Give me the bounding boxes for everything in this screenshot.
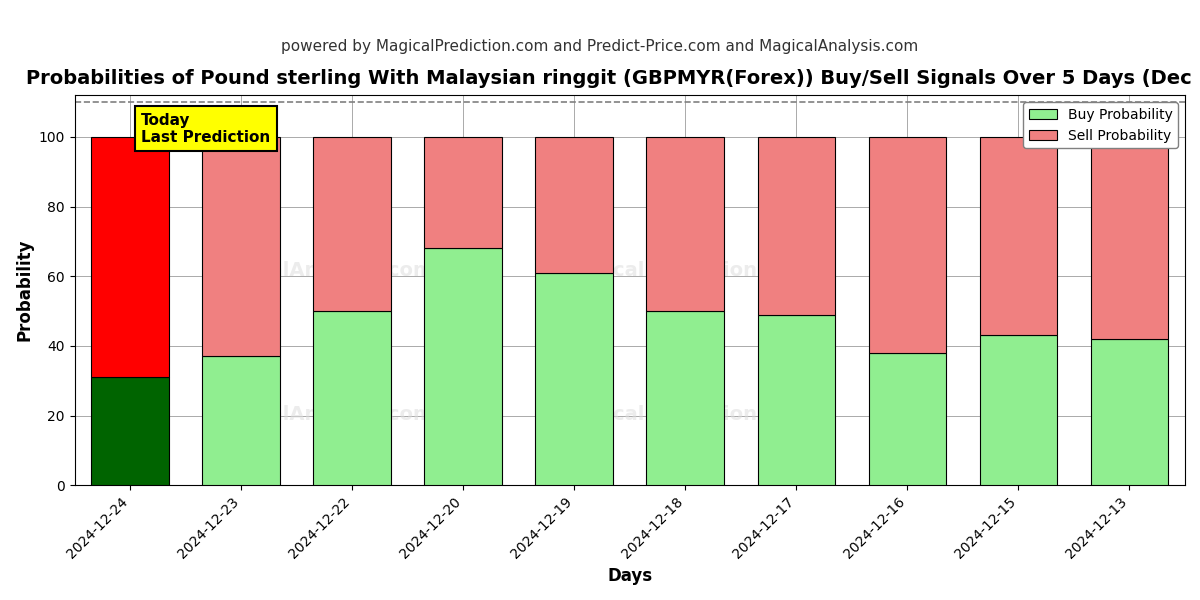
Bar [203, 137, 280, 356]
Bar [979, 137, 1057, 335]
Text: MagicalPrediction.com: MagicalPrediction.com [560, 406, 810, 424]
Bar [313, 311, 391, 485]
Y-axis label: Probability: Probability [16, 239, 34, 341]
Bar [425, 248, 502, 485]
Text: MagicalAnalysis.com: MagicalAnalysis.com [205, 406, 433, 424]
Title: Probabilities of Pound sterling With Malaysian ringgit (GBPMYR(Forex)) Buy/Sell : Probabilities of Pound sterling With Mal… [25, 69, 1200, 88]
Bar [1091, 137, 1169, 339]
Bar [869, 137, 947, 353]
Bar [425, 137, 502, 248]
Bar [869, 353, 947, 485]
Bar [535, 273, 613, 485]
Bar [647, 137, 725, 311]
Bar [535, 137, 613, 273]
Bar [91, 137, 169, 377]
Bar [757, 137, 835, 314]
Text: MagicalAnalysis.com: MagicalAnalysis.com [205, 261, 433, 280]
X-axis label: Days: Days [607, 567, 653, 585]
Bar [1091, 339, 1169, 485]
Bar [757, 314, 835, 485]
Text: Today
Last Prediction: Today Last Prediction [142, 113, 270, 145]
Bar [647, 311, 725, 485]
Text: MagicalPrediction.com: MagicalPrediction.com [560, 261, 810, 280]
Bar [203, 356, 280, 485]
Bar [979, 335, 1057, 485]
Text: powered by MagicalPrediction.com and Predict-Price.com and MagicalAnalysis.com: powered by MagicalPrediction.com and Pre… [281, 39, 919, 54]
Bar [313, 137, 391, 311]
Bar [91, 377, 169, 485]
Legend: Buy Probability, Sell Probability: Buy Probability, Sell Probability [1024, 102, 1178, 148]
